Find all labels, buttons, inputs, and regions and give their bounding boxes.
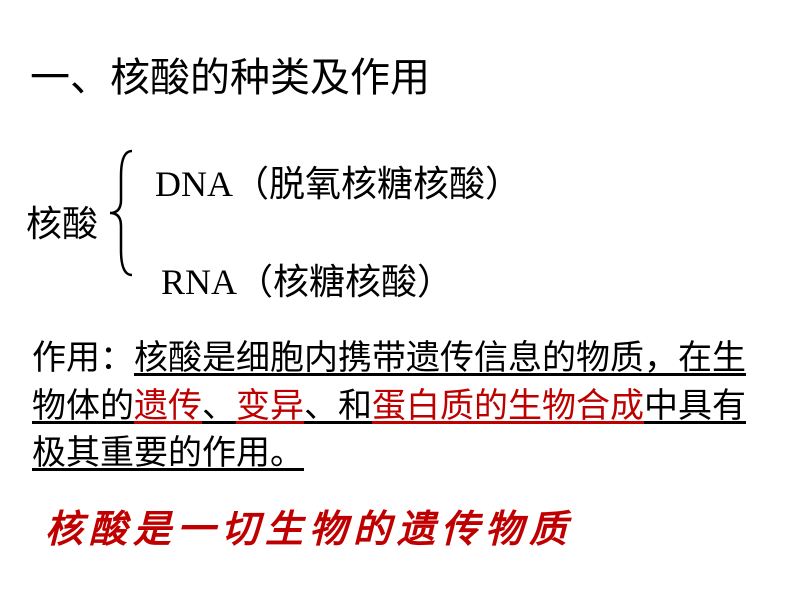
function-sep1: 、 bbox=[202, 388, 236, 425]
function-red-heredity: 遗传 bbox=[134, 388, 202, 425]
rna-branch-text: RNA（核糖核酸） bbox=[161, 253, 453, 305]
function-prefix: 作用： bbox=[32, 340, 134, 377]
function-sep2: 、和 bbox=[304, 388, 372, 425]
function-red-variation: 变异 bbox=[236, 388, 304, 425]
dna-branch-text: DNA（脱氧核糖核酸） bbox=[155, 155, 521, 207]
function-paragraph: 作用：核酸是细胞内携带遗传信息的物质，在生物体的遗传、变异、和蛋白质的生物合成中… bbox=[32, 335, 767, 478]
conclusion-statement: 核酸是一切生物的遗传物质 bbox=[45, 498, 573, 553]
bracket-root-label: 核酸 bbox=[26, 195, 98, 247]
section-heading: 一、核酸的种类及作用 bbox=[30, 45, 430, 103]
function-red-protein: 蛋白质的生物合成 bbox=[372, 388, 644, 425]
curly-bracket-icon bbox=[106, 148, 136, 278]
